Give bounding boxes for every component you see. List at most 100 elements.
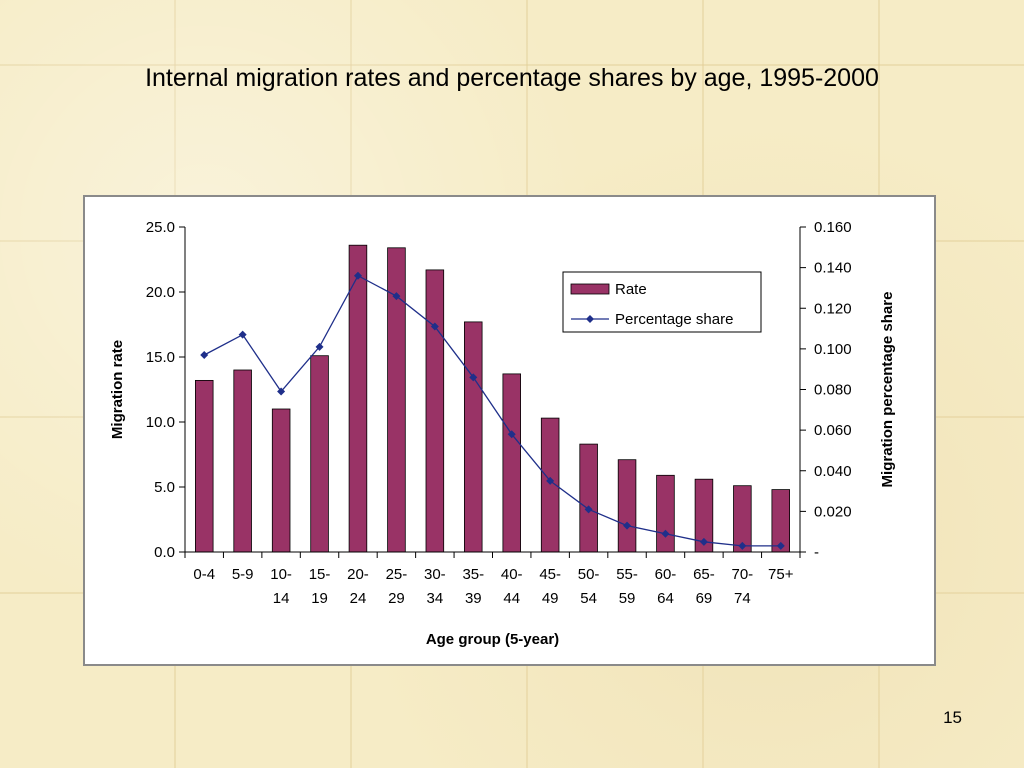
- x-tick-label-line: 70-: [732, 566, 754, 583]
- line-marker-50-54: [584, 505, 593, 514]
- y-tick-label-right: 0.120: [814, 300, 852, 317]
- x-tick-label-75+: 75+: [768, 566, 794, 583]
- line-marker-10-14: [277, 387, 286, 396]
- bar-35-39: [463, 321, 483, 553]
- x-tick-label-line: 64: [657, 590, 674, 607]
- x-tick-label-line: 19: [311, 590, 328, 607]
- x-tick-label-line: 29: [388, 590, 405, 607]
- bar-60-64: [656, 474, 675, 553]
- bar-0-4: [195, 379, 214, 553]
- bar-20-24: [348, 244, 368, 553]
- x-tick-label-line: 55-: [616, 566, 638, 583]
- x-tick-label-line: 25-: [386, 566, 408, 583]
- x-tick-label-30-34: 30-34: [424, 566, 446, 607]
- line-series-percentage-share: [203, 274, 781, 547]
- x-tick-label-line: 65-: [693, 566, 715, 583]
- x-tick-label-line: 45-: [539, 566, 561, 583]
- bar-10-14: [271, 408, 291, 553]
- x-tick-label-line: 49: [542, 590, 559, 607]
- y-tick-label-right: 0.160: [814, 219, 852, 236]
- x-tick-label-line: 10-: [270, 566, 292, 583]
- bars-layer: [195, 244, 791, 553]
- x-tick-label-line: 75+: [768, 566, 794, 583]
- x-tick-label-line: 74: [734, 590, 751, 607]
- x-tick-label-line: 59: [619, 590, 636, 607]
- y-tick-label-right: 0.140: [814, 260, 852, 277]
- x-tick-label-60-64: 60-64: [655, 566, 677, 607]
- legend-label-percentage-share: Percentage share: [615, 311, 733, 328]
- x-axis-title: Age group (5-year): [426, 631, 559, 648]
- x-tick-label-line: 24: [350, 590, 367, 607]
- bar-40-44: [502, 373, 521, 553]
- legend-label-rate: Rate: [615, 281, 647, 298]
- x-tick-label-line: 0-4: [193, 566, 215, 583]
- x-tick-label-line: 69: [696, 590, 713, 607]
- x-tick-label-35-39: 35-39: [462, 566, 484, 607]
- y-tick-label-right: 0.020: [814, 503, 852, 520]
- y-tick-label-right: 0.060: [814, 422, 852, 439]
- x-tick-label-line: 35-: [462, 566, 484, 583]
- line-marker-5-9: [238, 330, 247, 339]
- x-tick-label-45-49: 45-49: [539, 566, 561, 607]
- y-tick-label-right: -: [814, 544, 819, 561]
- x-tick-label-line: 60-: [655, 566, 677, 583]
- line-marker-25-29: [392, 292, 401, 301]
- y-tick-label-right: 0.040: [814, 463, 852, 480]
- line-marker-65-69: [699, 537, 708, 546]
- x-tick-label-line: 39: [465, 590, 482, 607]
- y-tick-label-left: 10.0: [146, 414, 175, 431]
- line-layer: [200, 271, 785, 550]
- x-tick-label-line: 5-9: [232, 566, 254, 583]
- combo-chart: 0.0 5.0 10.0 15.0 20.0 25.0 - 0.020 0.040 0.060 0.…: [109, 219, 896, 648]
- line-marker-60-64: [661, 529, 670, 538]
- x-tick-label-line: 34: [427, 590, 444, 607]
- bar-30-34: [425, 269, 445, 553]
- bar-50-54: [579, 443, 598, 553]
- y-tick-label-right: 0.100: [814, 341, 852, 358]
- axes-layer: [179, 226, 806, 558]
- legend-swatch-rate: [570, 283, 610, 295]
- line-marker-0-4: [200, 350, 209, 359]
- legend-marker-percentage-share: [586, 315, 594, 323]
- x-tick-label-65-69: 65-69: [693, 566, 715, 607]
- bar-55-59: [617, 459, 637, 553]
- legend: Rate Percentage share: [562, 271, 762, 333]
- labels-layer: 0.0 5.0 10.0 15.0 20.0 25.0 - 0.020 0.040 0.060 0.…: [109, 219, 896, 648]
- line-marker-20-24: [353, 271, 362, 280]
- x-tick-label-20-24: 20-24: [347, 566, 369, 607]
- line-marker-70-74: [738, 541, 747, 550]
- y-tick-label-left: 20.0: [146, 284, 175, 301]
- y-tick-label-left: 25.0: [146, 219, 175, 236]
- line-marker-30-34: [430, 322, 439, 331]
- x-tick-label-line: 30-: [424, 566, 446, 583]
- legend-box: [562, 271, 762, 333]
- x-tick-label-25-29: 25-29: [386, 566, 408, 607]
- x-tick-label-10-14: 10-14: [270, 566, 292, 607]
- x-tick-label-70-74: 70-74: [732, 566, 754, 607]
- chart-frame: 0.0 5.0 10.0 15.0 20.0 25.0 - 0.020 0.040 0.060 0.…: [83, 195, 936, 666]
- line-marker-40-44: [507, 430, 516, 439]
- slide-title: Internal migration rates and percentage …: [145, 64, 879, 92]
- x-tick-label-15-19: 15-19: [309, 566, 331, 607]
- x-tick-label-line: 54: [580, 590, 597, 607]
- line-marker-15-19: [315, 342, 324, 351]
- x-tick-label-40-44: 40-44: [501, 566, 523, 607]
- line-marker-35-39: [469, 373, 478, 382]
- x-tick-label-line: 44: [503, 590, 520, 607]
- x-tick-label-line: 40-: [501, 566, 523, 583]
- y-tick-label-left: 5.0: [154, 479, 175, 496]
- x-tick-label-line: 14: [273, 590, 290, 607]
- line-marker-45-49: [546, 476, 555, 485]
- bar-5-9: [233, 369, 252, 553]
- x-tick-label-line: 15-: [309, 566, 331, 583]
- y-tick-label-left: 0.0: [154, 544, 175, 561]
- y-axis-title-right: Migration percentage share: [879, 292, 896, 488]
- bar-15-19: [310, 355, 329, 553]
- line-marker-55-59: [623, 521, 632, 530]
- x-tick-label-50-54: 50-54: [578, 566, 600, 607]
- y-axis-title-left: Migration rate: [109, 340, 126, 439]
- line-marker-75+: [776, 541, 785, 550]
- x-tick-label-line: 20-: [347, 566, 369, 583]
- x-tick-label-line: 50-: [578, 566, 600, 583]
- x-tick-label-55-59: 55-59: [616, 566, 638, 607]
